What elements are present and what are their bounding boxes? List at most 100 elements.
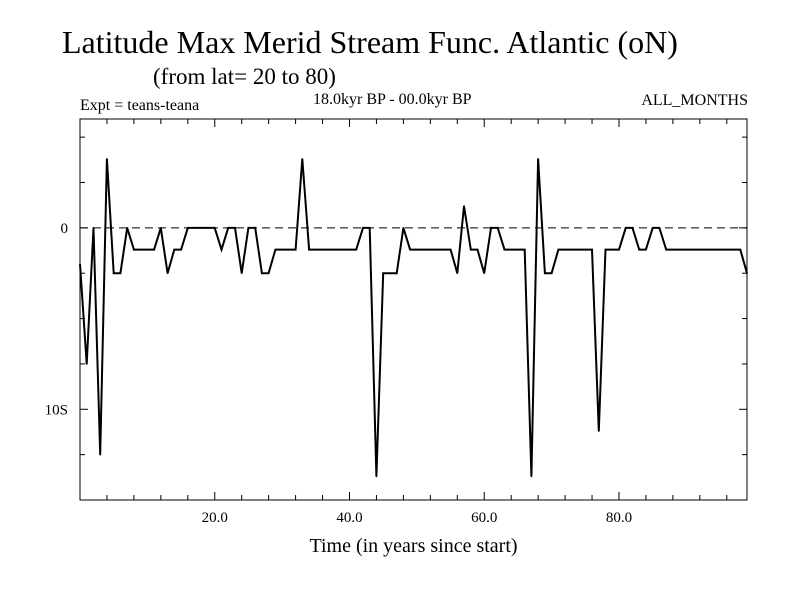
data-point [409,248,411,251]
data-point [577,248,580,251]
data-point [328,248,331,251]
data-point [402,227,405,229]
data-point [267,272,270,275]
data-point [584,248,587,251]
data-point [99,453,102,456]
x-tick-label: 20.0 [202,510,228,526]
data-point [496,227,499,229]
data-point [550,272,553,275]
data-point [220,248,223,251]
data-point [281,248,283,251]
data-point [139,248,142,251]
experiment-label: Expt = teans-teana [80,97,200,114]
chart-title: Latitude Max Merid Stream Func. Atlantic… [62,24,678,60]
data-point [362,227,364,229]
data-point [166,272,169,275]
data-point [483,272,486,275]
data-point [227,227,230,229]
data-point [658,227,661,229]
data-point [341,248,344,251]
data-point [213,227,216,229]
data-point [375,475,378,478]
data-point [207,227,209,229]
data-point [523,248,526,251]
data-point [355,248,358,251]
chart-subtitle: (from lat= 20 to 80) [153,64,336,89]
data-point [173,248,176,251]
data-point [348,248,351,251]
data-point [234,227,236,229]
data-point [604,248,607,251]
data-point [443,248,445,251]
data-point [530,475,533,478]
data-point [725,248,728,251]
data-point [368,227,371,229]
data-point [193,227,196,229]
data-point [564,248,566,251]
data-point [422,248,425,251]
data-point [429,248,432,251]
data-point [106,158,108,160]
data-point [294,248,297,251]
data-point [618,248,620,251]
data-point [739,248,742,251]
period-label: 18.0kyr BP - 00.0kyr BP [313,91,472,108]
data-point [200,227,203,229]
data-point [463,205,465,207]
x-tick-label: 60.0 [471,510,497,526]
data-point [544,272,546,275]
data-point [469,248,472,251]
data-point [678,248,681,251]
data-point [416,248,418,251]
data-point [732,248,735,251]
data-point [288,248,290,251]
data-point [301,158,304,160]
series-points [79,158,748,478]
data-point [254,227,256,229]
axis-ticks [80,119,747,500]
data-point [517,248,519,251]
data-point [112,272,115,275]
data-point [476,248,479,251]
data-point [611,248,614,251]
data-point [146,248,149,251]
data-point [92,227,95,229]
data-point [651,227,654,229]
data-point [247,227,250,229]
data-point [180,248,182,251]
data-point [240,272,243,275]
data-point [719,248,721,251]
data-point [510,248,512,251]
data-point [631,227,634,229]
data-point [436,248,438,251]
data-point [382,272,384,275]
data-point [490,227,492,229]
data-point [85,363,88,365]
data-point [665,248,667,251]
data-point [395,272,398,275]
x-axis-label: Time (in years since start) [309,535,517,557]
data-point [672,248,674,251]
data-point [160,227,162,229]
data-point [126,227,128,229]
data-point [133,248,135,251]
y-tick-label: 0 [61,221,69,237]
data-point [705,248,708,251]
data-point [449,248,452,251]
data-point [638,248,641,251]
season-label: ALL_MONTHS [641,92,748,109]
data-point [591,248,593,251]
data-point [274,248,277,251]
data-point [315,248,317,251]
data-point [624,227,627,229]
tick-labels: 20.0 40.0 60.0 80.0 0 10S [45,221,632,526]
data-point [557,248,560,251]
data-point [685,248,688,251]
data-point [699,248,701,251]
x-tick-label: 40.0 [336,510,362,526]
data-point [186,227,189,229]
data-point [308,248,310,251]
data-point [645,248,647,251]
data-point [335,248,337,251]
